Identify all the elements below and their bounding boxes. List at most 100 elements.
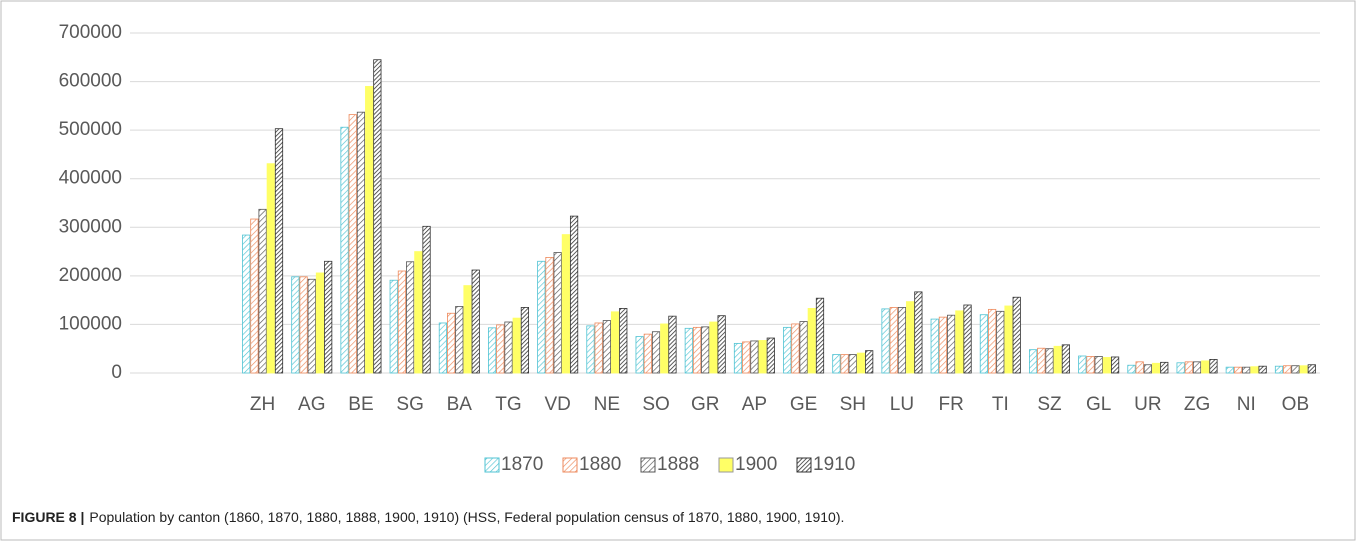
legend-swatch [796, 457, 812, 473]
y-tick-label: 500000 [59, 119, 122, 140]
bar [1127, 364, 1136, 374]
bar [242, 234, 251, 374]
bar [660, 323, 669, 374]
legend-swatch [562, 457, 578, 473]
bar [438, 322, 448, 374]
x-tick-label: GL [1086, 394, 1111, 415]
y-tick-label: 300000 [59, 216, 122, 237]
legend-label: 1900 [735, 454, 777, 475]
bar [865, 350, 874, 374]
x-tick-label: LU [890, 394, 914, 415]
bar [414, 251, 423, 374]
bar [340, 126, 349, 374]
bar [1242, 366, 1251, 374]
bar [930, 318, 939, 374]
bar [324, 260, 333, 374]
bar [291, 276, 300, 374]
x-tick-label: SG [396, 394, 423, 415]
bar [643, 333, 652, 374]
bar [963, 304, 972, 374]
bar [602, 320, 611, 374]
bar [1037, 347, 1046, 374]
x-tick-label: BE [348, 394, 373, 415]
bar [397, 270, 407, 374]
bar [914, 291, 923, 374]
y-tick-label: 200000 [59, 265, 122, 286]
x-tick-label: SZ [1037, 394, 1062, 415]
caption-label: FIGURE 8 | [12, 509, 84, 525]
y-tick-label: 700000 [59, 22, 122, 43]
bar [561, 234, 570, 374]
legend-swatch [484, 457, 500, 473]
bar [1192, 361, 1202, 374]
bar [455, 306, 464, 374]
bar [250, 218, 259, 374]
bar [1307, 364, 1316, 374]
bar [1160, 361, 1169, 374]
bar [406, 261, 415, 374]
bar [832, 354, 841, 374]
x-tick-label: VD [544, 394, 570, 415]
bar [504, 321, 513, 374]
bar [848, 354, 857, 374]
bar [1283, 365, 1292, 374]
bar [1299, 365, 1308, 374]
bar [569, 215, 579, 374]
bar [1184, 361, 1193, 374]
bar [1004, 305, 1013, 374]
bar [1061, 344, 1070, 374]
bar [750, 340, 759, 374]
x-tick-label: SH [840, 394, 866, 415]
bar [299, 276, 308, 374]
bar [897, 307, 907, 374]
bar [1258, 365, 1267, 374]
bar [619, 307, 628, 374]
x-tick-label: TI [992, 394, 1009, 415]
bar [947, 314, 956, 374]
bar [315, 272, 325, 374]
bar [766, 337, 775, 374]
bar [610, 311, 620, 374]
bar [733, 342, 743, 374]
bar [1274, 365, 1284, 374]
bar [1053, 345, 1062, 374]
bar [709, 321, 718, 374]
bar [537, 260, 546, 374]
bar [365, 86, 374, 374]
bar [815, 297, 825, 374]
x-tick-label: BA [447, 394, 473, 415]
bar [487, 327, 497, 374]
x-tick-label: NI [1237, 394, 1256, 415]
legend-swatch [718, 457, 734, 473]
bar [274, 128, 284, 374]
bar [1225, 366, 1234, 374]
bar [1209, 358, 1218, 374]
bar [717, 315, 726, 374]
y-tick-label: 100000 [59, 313, 122, 334]
x-tick-label: AP [742, 394, 767, 415]
bar [1012, 296, 1021, 374]
bar [307, 278, 316, 374]
x-tick-label: NE [594, 394, 620, 415]
bar [1176, 362, 1185, 374]
bar [1094, 356, 1103, 374]
x-tick-label: FR [938, 394, 963, 415]
bar [356, 111, 366, 374]
bar [1135, 361, 1144, 374]
bar [807, 307, 816, 374]
bar [668, 315, 677, 374]
bar [635, 336, 644, 374]
bar [938, 316, 948, 374]
caption-text: Population by canton (1860, 1870, 1880, … [89, 509, 844, 525]
bar [258, 208, 267, 374]
x-tick-label: SO [642, 394, 669, 415]
bar [1250, 366, 1259, 374]
bar [463, 285, 472, 374]
bar [1029, 349, 1038, 374]
bar [594, 322, 603, 374]
bar [840, 354, 849, 374]
bar [1086, 356, 1095, 374]
bar [889, 307, 898, 374]
bar [586, 325, 595, 374]
